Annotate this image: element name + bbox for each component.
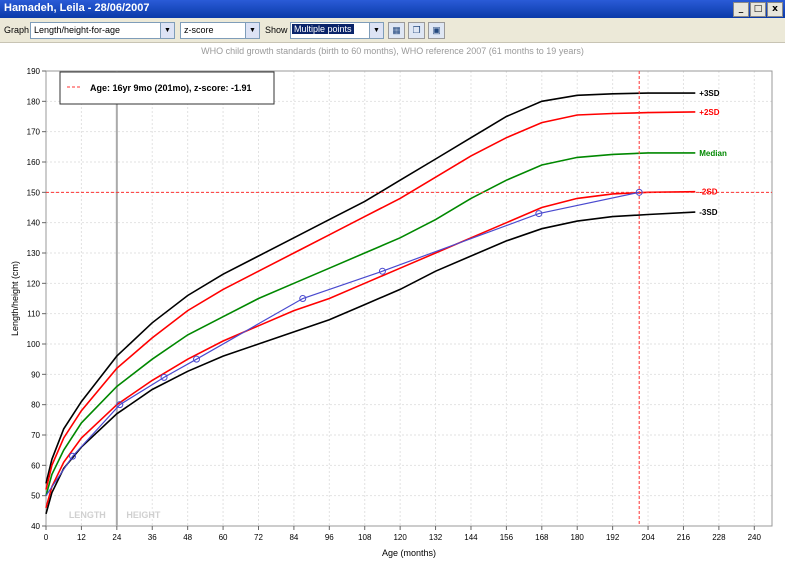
patient-point — [635, 188, 643, 196]
curve-line — [45, 92, 696, 484]
y-tick-label: 130 — [27, 249, 41, 258]
patient-point — [299, 295, 307, 302]
patient-point — [69, 452, 77, 460]
graph-select-value: Length/height-for-age — [34, 25, 121, 35]
chart-subtitle: WHO child growth standards (birth to 60 … — [201, 46, 584, 56]
close-button[interactable]: x — [767, 2, 783, 17]
patient-point — [378, 267, 386, 275]
toolbar: Graph Length/height-for-age ▼ z-score ▼ … — [0, 18, 785, 43]
window-title: Hamadeh, Leila - 28/06/2007 — [4, 2, 150, 14]
show-label: Show — [265, 25, 288, 35]
x-tick-label: 180 — [571, 533, 585, 542]
chevron-down-icon[interactable]: ▼ — [245, 23, 259, 38]
chevron-down-icon[interactable]: ▼ — [160, 23, 174, 38]
x-tick-label: 144 — [464, 533, 478, 542]
scale-select-value: z-score — [184, 25, 214, 35]
patient-point — [160, 373, 168, 381]
y-tick-label: 60 — [31, 461, 40, 470]
calendar-icon[interactable]: ▦ — [388, 22, 405, 39]
x-tick-label: 216 — [677, 533, 691, 542]
y-tick-label: 90 — [31, 370, 40, 379]
y-tick-label: 190 — [27, 67, 41, 76]
patient-point — [116, 401, 124, 409]
show-select[interactable]: Multiple points ▼ — [290, 22, 384, 39]
minimize-button[interactable]: _ — [733, 2, 749, 17]
x-tick-label: 60 — [219, 533, 228, 542]
copy-icon[interactable]: ❐ — [408, 22, 425, 39]
curve-label: Median — [699, 149, 727, 158]
region-label: HEIGHT — [126, 510, 161, 520]
curve-line — [45, 190, 696, 509]
patient-line — [45, 191, 640, 497]
y-tick-label: 160 — [27, 158, 41, 167]
graph-label: Graph — [4, 25, 30, 35]
scale-select[interactable]: z-score ▼ — [180, 22, 260, 39]
x-tick-label: 168 — [535, 533, 549, 542]
chart-axes: 0 12 24 36 48 60 72 84 96 108 120 132 144 156 168 180 19… — [27, 67, 762, 542]
x-tick-label: 204 — [641, 533, 655, 542]
x-tick-label: 240 — [748, 533, 762, 542]
x-tick-label: 96 — [325, 533, 334, 542]
y-tick-label: 110 — [27, 310, 40, 319]
chevron-down-icon[interactable]: ▼ — [369, 23, 383, 38]
x-tick-label: 12 — [77, 533, 86, 542]
region-label: LENGTH — [69, 510, 106, 520]
y-tick-label: 70 — [31, 431, 40, 440]
patient-point — [535, 210, 543, 218]
legend-box: Age: 16yr 9mo (201mo), z-score: -1.91 — [59, 71, 275, 105]
x-tick-label: 84 — [289, 533, 298, 542]
window-title-bar: Hamadeh, Leila - 28/06/2007 _ □ x — [0, 0, 785, 18]
y-tick-label: 120 — [27, 279, 41, 288]
y-axis-label: Length/height (cm) — [10, 261, 20, 336]
y-tick-label: 50 — [31, 492, 40, 501]
chart-grid — [45, 70, 772, 527]
x-tick-label: 192 — [606, 533, 620, 542]
x-tick-label: 24 — [112, 533, 121, 542]
x-tick-label: 108 — [358, 533, 372, 542]
curve-line — [45, 211, 696, 515]
curve-label: +2SD — [699, 108, 719, 117]
y-tick-label: 80 — [31, 401, 40, 410]
x-tick-label: 36 — [148, 533, 157, 542]
graph-select[interactable]: Length/height-for-age ▼ — [30, 22, 175, 39]
curve-label: -3SD — [699, 208, 717, 217]
plot-frame — [45, 70, 773, 527]
x-tick-label: 228 — [712, 533, 726, 542]
x-tick-label: 72 — [254, 533, 263, 542]
y-tick-label: 150 — [27, 188, 41, 197]
y-tick-label: 140 — [27, 219, 41, 228]
x-tick-label: 48 — [183, 533, 192, 542]
x-axis-label: Age (months) — [382, 548, 436, 558]
y-tick-label: 40 — [31, 522, 40, 531]
y-tick-label: 170 — [27, 128, 41, 137]
curve-line — [45, 152, 696, 496]
region-labels: LENGTH HEIGHT — [69, 71, 161, 526]
patient-series — [45, 188, 643, 497]
show-select-value: Multiple points — [292, 24, 354, 34]
crosshair — [46, 71, 772, 526]
curve-label: +3SD — [699, 89, 719, 98]
x-tick-label: 132 — [429, 533, 443, 542]
curve-line — [45, 111, 696, 490]
maximize-button[interactable]: □ — [750, 2, 766, 17]
patient-point — [193, 355, 201, 363]
save-icon[interactable]: ▣ — [428, 22, 445, 39]
y-tick-label: 100 — [27, 340, 41, 349]
legend-text: Age: 16yr 9mo (201mo), z-score: -1.91 — [90, 83, 252, 93]
x-tick-label: 156 — [500, 533, 514, 542]
x-tick-label: 0 — [44, 533, 49, 542]
x-tick-label: 120 — [393, 533, 407, 542]
y-tick-label: 180 — [27, 97, 41, 106]
window-controls: _ □ x — [733, 2, 783, 17]
